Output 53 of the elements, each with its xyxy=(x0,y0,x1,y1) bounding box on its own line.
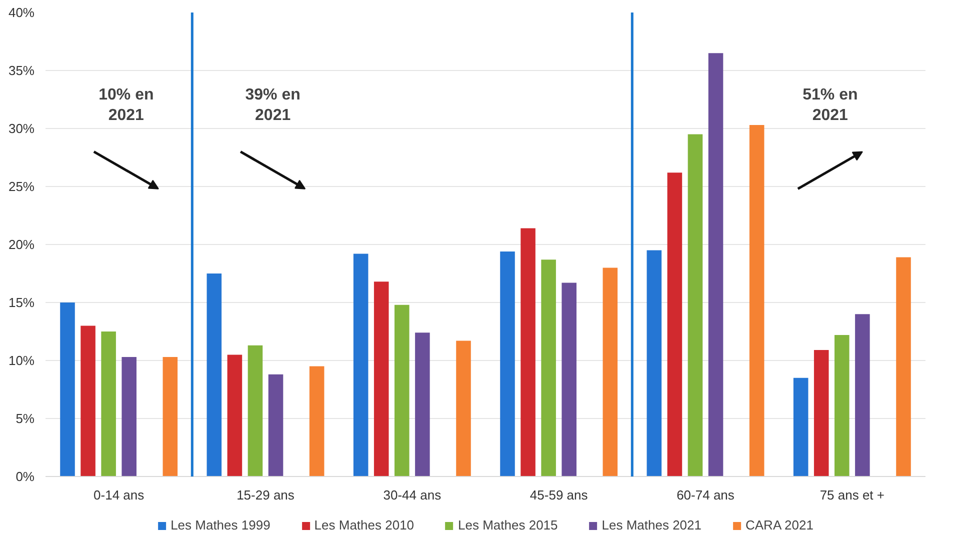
bar xyxy=(708,53,724,476)
bar xyxy=(122,357,136,476)
legend-label: Les Mathes 2021 xyxy=(602,518,702,532)
bar xyxy=(834,334,850,476)
bar xyxy=(602,268,618,476)
bar xyxy=(227,354,242,476)
bar xyxy=(646,250,662,476)
bar xyxy=(855,314,870,476)
bar xyxy=(456,340,471,476)
bar xyxy=(688,134,703,476)
bar xyxy=(60,302,75,476)
bar xyxy=(80,326,96,476)
bar xyxy=(793,378,808,476)
y-tick-label: 0% xyxy=(16,469,35,484)
bar xyxy=(541,260,556,476)
bar xyxy=(206,274,222,476)
bar xyxy=(309,366,324,476)
bar xyxy=(667,172,682,476)
x-tick-label: 0-14 ans xyxy=(94,488,145,502)
bar xyxy=(415,332,430,476)
annotation: 39% en 2021 xyxy=(245,86,300,124)
bar xyxy=(162,357,178,476)
x-tick-label: 45-59 ans xyxy=(530,488,588,502)
y-tick-label: 30% xyxy=(8,121,35,136)
y-tick-label: 10% xyxy=(8,353,35,368)
bar xyxy=(248,345,263,476)
legend-label: Les Mathes 2015 xyxy=(458,518,558,532)
bar xyxy=(500,251,515,476)
x-tick-label: 30-44 ans xyxy=(383,488,442,502)
bar xyxy=(749,125,764,476)
y-tick-label: 35% xyxy=(8,63,35,78)
x-tick-label: 60-74 ans xyxy=(676,488,735,502)
bar xyxy=(896,257,911,476)
bar xyxy=(374,282,389,476)
y-tick-label: 40% xyxy=(8,5,35,20)
y-tick-label: 15% xyxy=(8,295,35,310)
bar xyxy=(394,304,410,476)
x-tick-label: 75 ans et + xyxy=(820,488,885,502)
legend-label: CARA 2021 xyxy=(746,518,814,532)
bar xyxy=(814,350,829,476)
y-tick-label: 25% xyxy=(8,179,35,194)
legend-label: Les Mathes 1999 xyxy=(170,518,270,532)
annotation: 10% en 2021 xyxy=(98,86,154,124)
x-tick-label: 15-29 ans xyxy=(236,488,295,502)
bar xyxy=(520,228,536,476)
legend-label: Les Mathes 2010 xyxy=(314,518,414,532)
bar xyxy=(562,282,576,476)
annotation: 51% en 2021 xyxy=(802,86,858,124)
bar xyxy=(101,332,116,476)
bar xyxy=(268,374,284,476)
y-tick-label: 20% xyxy=(8,237,35,252)
y-tick-label: 5% xyxy=(16,411,35,426)
bar xyxy=(353,254,368,476)
